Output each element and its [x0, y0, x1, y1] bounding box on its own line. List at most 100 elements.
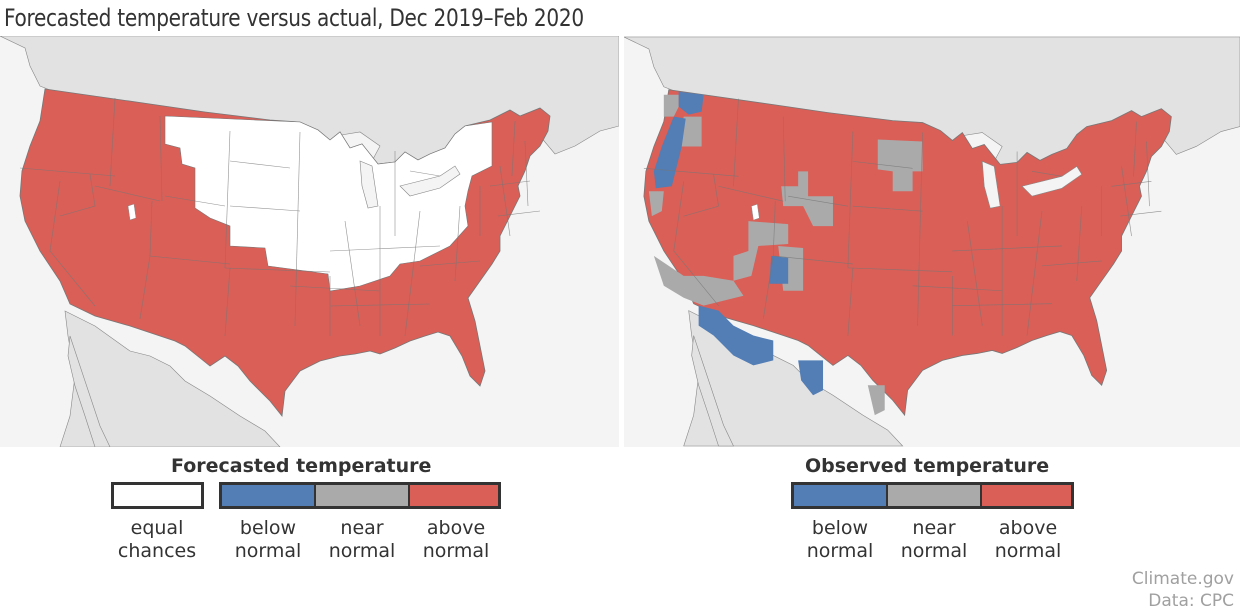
state-border [1121, 166, 1132, 237]
state-border [1146, 141, 1150, 207]
region-near-normal [733, 221, 789, 281]
mexico-land [59, 310, 281, 447]
great-salt-lake [751, 203, 760, 221]
state-border [289, 285, 381, 292]
forecast-legend-scale [219, 482, 501, 509]
state-border [511, 120, 516, 177]
label-line1: below [811, 517, 869, 539]
legend-label-near-normal: near normal [329, 517, 396, 563]
region-near-normal [877, 139, 923, 192]
region-above-normal [643, 89, 1172, 417]
state-border [489, 180, 531, 187]
legend-label-below-normal: below normal [807, 517, 874, 563]
label-line2: normal [900, 540, 968, 562]
state-border [59, 173, 96, 217]
label-line1: near [340, 517, 384, 539]
label-line1: below [239, 517, 297, 539]
label-line2: normal [422, 540, 490, 562]
swatch-above-normal [410, 485, 498, 506]
lake-erie [399, 165, 461, 197]
state-border [94, 185, 161, 202]
state-border [952, 303, 1052, 306]
state-border [967, 221, 983, 326]
state-border [409, 170, 441, 177]
state-border [224, 130, 231, 269]
swatch-equal-chances-fill [114, 485, 201, 506]
state-border [763, 255, 774, 319]
state-border [852, 161, 913, 169]
great-salt-lake [127, 203, 137, 221]
state-border [49, 180, 96, 307]
state-border [1119, 210, 1162, 217]
legend-label-below-normal: below normal [235, 517, 302, 563]
chart-title: Forecasted temperature versus actual, De… [4, 4, 584, 32]
state-borders [643, 98, 1162, 336]
state-border [643, 168, 739, 177]
forecast-legend-title: Forecasted temperature [171, 455, 432, 477]
state-border [673, 181, 719, 306]
state-border [524, 140, 529, 207]
region-near-normal [867, 385, 885, 416]
state-border [109, 97, 116, 187]
label-line1: above [998, 517, 1058, 539]
region-below-normal [798, 360, 824, 396]
swatch-divider [408, 485, 410, 506]
observed-map [624, 36, 1240, 447]
state-border [404, 210, 421, 337]
state-border [19, 167, 116, 177]
state-border [1133, 121, 1137, 177]
state-border [294, 131, 301, 327]
observed-legend-title: Observed temperature [805, 455, 1050, 477]
state-border [1111, 180, 1152, 187]
state-border [852, 205, 923, 212]
state-border [782, 116, 786, 202]
state-border [344, 220, 361, 327]
state-border [718, 185, 784, 202]
legend-swatch-equal-chances [111, 482, 204, 509]
state-border [1026, 211, 1043, 336]
state-border [733, 98, 739, 187]
state-border [683, 174, 719, 217]
lake-michigan [359, 160, 379, 209]
state-border [1031, 171, 1062, 177]
state-border [1041, 260, 1102, 267]
state-border [847, 267, 854, 336]
swatch-divider [980, 485, 982, 506]
legend-label-near-normal: near normal [901, 517, 968, 563]
state-border [159, 115, 163, 202]
label-line1: equal [130, 517, 184, 539]
state-border [847, 131, 854, 268]
state-border [1076, 206, 1083, 281]
swatch-below-normal [222, 485, 314, 506]
lake-erie [1021, 165, 1083, 197]
forecast-map [0, 36, 619, 447]
state-border [329, 303, 431, 307]
region-near-normal [781, 171, 833, 227]
region-below-normal [698, 305, 774, 366]
state-border [224, 267, 331, 273]
label-line2: normal [994, 540, 1062, 562]
state-border [847, 267, 953, 273]
state-border [419, 260, 481, 267]
label-line2: normal [328, 540, 396, 562]
swatch-below-normal [794, 485, 886, 506]
label-line2: normal [234, 540, 302, 562]
state-border [139, 255, 151, 320]
region-below-normal [769, 255, 789, 284]
label-line1: near [912, 517, 956, 539]
state-border [917, 132, 923, 326]
state-border [229, 205, 301, 212]
credit-source: Climate.gov [1131, 569, 1234, 589]
state-border [497, 210, 541, 217]
state-border [952, 245, 1062, 252]
swatch-near-normal [888, 485, 980, 506]
forecast-map-svg [0, 36, 619, 447]
lake-michigan [981, 160, 1001, 209]
legend-label-above-normal: above normal [995, 517, 1062, 563]
state-border [329, 245, 441, 252]
state-border [229, 160, 291, 169]
observed-regions [643, 89, 1172, 417]
state-border [788, 195, 848, 207]
swatch-divider [886, 485, 888, 506]
label-line2: normal [806, 540, 874, 562]
